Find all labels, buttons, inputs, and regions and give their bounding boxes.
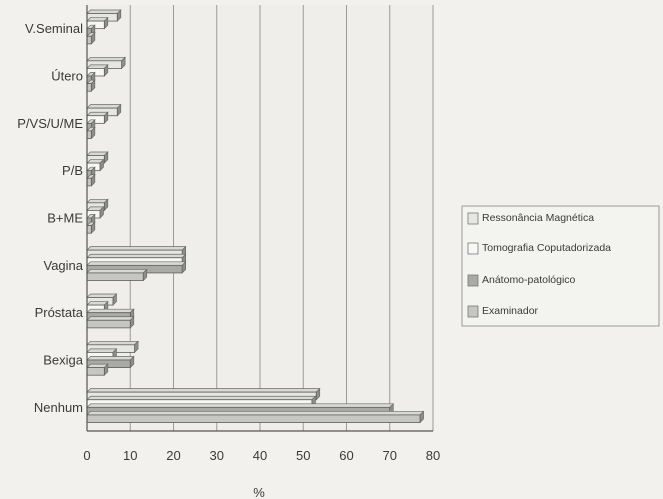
- bar-top: [86, 104, 122, 109]
- category-label: Próstata: [35, 305, 84, 320]
- category-label: Útero: [51, 69, 83, 84]
- plot-area: [86, 5, 434, 432]
- bar-top: [86, 261, 187, 266]
- bar: [86, 272, 144, 281]
- legend-label: Ressonância Magnética: [482, 212, 594, 224]
- x-tick-label: 20: [166, 448, 180, 463]
- bar: [86, 130, 92, 139]
- x-axis-title: %: [253, 485, 265, 499]
- bar: [86, 225, 92, 234]
- category-label: Bexiga: [43, 353, 84, 368]
- gridlines: [129, 5, 434, 431]
- x-tick-label: 40: [253, 448, 267, 463]
- legend-label: Examinador: [482, 305, 539, 317]
- legend: Ressonância Magnética Tomografia Coputado…: [461, 205, 660, 327]
- bar: [86, 35, 92, 45]
- x-tick-label: 30: [210, 448, 224, 463]
- x-tick-label: 50: [296, 448, 310, 463]
- bar-top: [86, 411, 425, 416]
- category-label: B+ME: [47, 211, 83, 226]
- bar: [86, 319, 131, 329]
- bar: [86, 367, 105, 376]
- category-label: Vagina: [43, 258, 83, 273]
- legend-label: Anátomo-patológico: [482, 274, 576, 286]
- legend-box: [461, 205, 660, 327]
- bar-top: [86, 388, 321, 393]
- category-label: V.Seminal: [25, 21, 83, 36]
- bar-top: [86, 9, 122, 14]
- x-tick-label: 0: [83, 448, 90, 463]
- bar: [86, 177, 92, 187]
- bar-top: [86, 253, 187, 259]
- category-label: P/VS/U/ME: [17, 116, 83, 131]
- x-tick-label: 70: [383, 448, 397, 463]
- category-label: P/B: [62, 163, 83, 178]
- bars: [86, 9, 425, 424]
- bar-top: [86, 348, 118, 353]
- x-tick-label: 10: [123, 448, 137, 463]
- bar-top: [86, 308, 135, 314]
- legend-swatch: [467, 305, 479, 318]
- category-label: Nenhum: [34, 400, 83, 415]
- legend-swatch: [467, 274, 479, 287]
- bar-top: [86, 340, 139, 346]
- x-tick-labels: 0 10 20 30 40 50 60 70 80: [83, 448, 440, 463]
- x-tick-label: 80: [426, 448, 440, 463]
- bar-top: [86, 395, 317, 401]
- category-labels: V.Seminal Útero P/VS/U/ME P/B B+ME Vagina Prós…: [17, 21, 84, 415]
- bar-top: [86, 246, 187, 251]
- bar-top: [86, 293, 118, 298]
- bar-top: [86, 316, 135, 321]
- legend-swatch: [467, 212, 479, 225]
- bar-top: [86, 403, 395, 408]
- bar-top: [86, 269, 148, 274]
- legend-label: Tomografia Coputadorizada: [482, 242, 611, 254]
- bar: [86, 83, 92, 92]
- bar-top: [86, 56, 126, 62]
- bar: [86, 414, 421, 423]
- legend-swatch: [467, 242, 479, 255]
- bar-top: [86, 356, 135, 361]
- x-tick-label: 60: [339, 448, 353, 463]
